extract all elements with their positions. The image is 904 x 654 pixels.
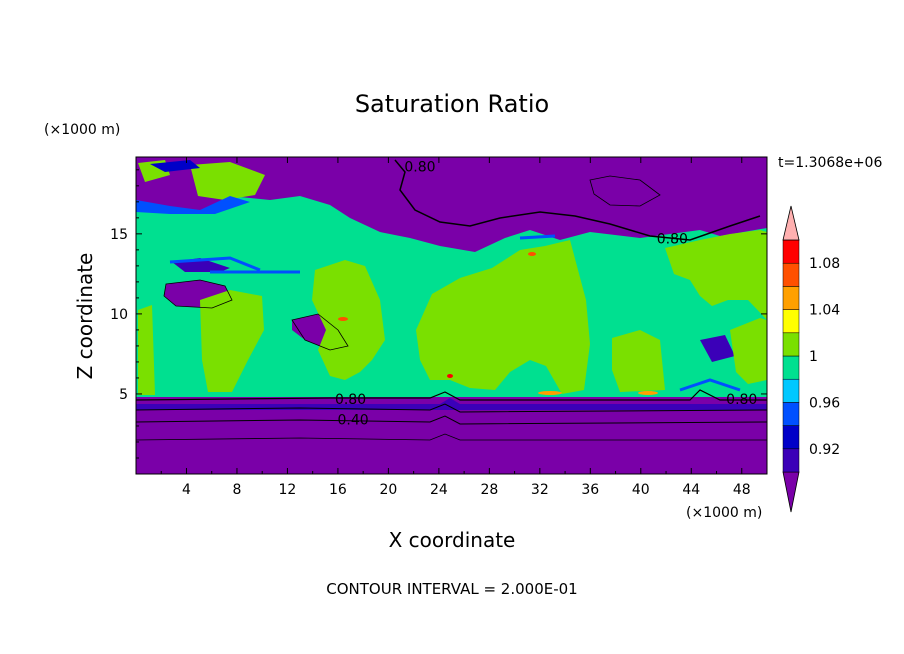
y-axis-label: Z coordinate (73, 253, 97, 380)
colorbar-tick-label: 1.08 (809, 256, 840, 272)
region-top-dry (136, 157, 767, 252)
colorbar-tick-label: 0.96 (809, 395, 840, 411)
colorbar-tick-label: 0.92 (809, 442, 840, 458)
contour-label: 0.80 (657, 232, 688, 248)
colorbar-segment (782, 448, 800, 473)
contour-label: 0.80 (404, 160, 435, 176)
x-tick-label: 32 (531, 482, 549, 498)
region-lime-c (416, 240, 590, 394)
x-tick-label: 28 (480, 482, 498, 498)
contour-label: 0.40 (337, 413, 368, 429)
region-lower-dark-band (136, 398, 767, 410)
x-tick-label: 8 (232, 482, 241, 498)
contour-line-mid (163, 175, 661, 351)
contour-interval-note: CONTOUR INTERVAL = 2.000E-01 (326, 580, 577, 598)
y-unit-label: (×1000 m) (44, 122, 120, 138)
contour-line-lower-080 (136, 389, 767, 401)
colorbar-segment (782, 239, 800, 264)
region-mid-dry-4 (700, 335, 735, 362)
y-tick-label: 10 (110, 307, 128, 323)
plot-frame (135, 156, 768, 475)
x-tick-label: 24 (430, 482, 448, 498)
x-tick-label: 20 (379, 482, 397, 498)
region-top-blue (136, 196, 250, 214)
x-unit-label: (×1000 m) (686, 505, 762, 521)
colorbar-segment (782, 309, 800, 334)
contour-label: 0.80 (335, 392, 366, 408)
x-axis: 4 8 12 16 20 24 28 32 36 40 44 48 (160, 157, 751, 498)
colorbar-over-triangle (782, 205, 800, 241)
colorbar-under-triangle (782, 471, 800, 513)
colorbar-segment (782, 332, 800, 357)
hot-spot-2 (528, 252, 536, 256)
region-lime-a (200, 290, 264, 392)
colorbar-segment (782, 378, 800, 403)
hot-spot-1 (338, 317, 348, 321)
region-lime-left (138, 305, 155, 395)
contour-line-lower-060 (136, 403, 767, 413)
x-axis-label: X coordinate (389, 528, 516, 552)
x-tick-label: 48 (733, 482, 751, 498)
hot-spot-3 (447, 374, 453, 378)
y-axis: 5 10 15 (110, 169, 767, 459)
x-tick-label: 36 (581, 482, 599, 498)
colorbar-segment (782, 262, 800, 287)
time-label: t=1.3068e+06 (778, 155, 882, 171)
colorbar: 0.92 0.96 1 1.04 1.08 (782, 205, 840, 513)
y-tick-label: 5 (119, 387, 128, 403)
region-upper-lime-1 (190, 162, 265, 200)
warm-band-2 (638, 391, 658, 395)
region-lime-f (730, 318, 767, 384)
region-lime-e (665, 230, 767, 320)
blue-strand-3 (679, 378, 741, 392)
contour-line-lower-040 (136, 415, 767, 425)
colorbar-segment (782, 402, 800, 426)
region-lime-d (612, 330, 665, 392)
colorbar-tick-label: 1.04 (809, 303, 840, 319)
region-top-blue-2 (150, 160, 200, 172)
blue-strand-2 (519, 234, 556, 240)
warm-band-1 (538, 391, 562, 395)
chart-title: Saturation Ratio (355, 90, 549, 118)
x-tick-label: 44 (682, 482, 700, 498)
x-tick-label: 12 (279, 482, 297, 498)
contour-line-lower-020 (136, 433, 767, 441)
contour-line-080-top (394, 159, 761, 241)
colorbar-segment (782, 355, 800, 380)
contour-label: 0.80 (726, 392, 757, 408)
colorbar-segment (782, 425, 800, 450)
x-tick-label: 40 (632, 482, 650, 498)
contour-labels: 0.80 0.80 0.80 0.80 0.40 (335, 160, 757, 429)
x-tick-label: 16 (329, 482, 347, 498)
contour-field (136, 157, 767, 474)
blue-strand-1 (169, 256, 300, 274)
x-tick-label: 4 (182, 482, 191, 498)
y-tick-label: 15 (110, 227, 128, 243)
colorbar-segment (782, 286, 800, 310)
colorbar-tick-label: 1 (809, 349, 818, 365)
